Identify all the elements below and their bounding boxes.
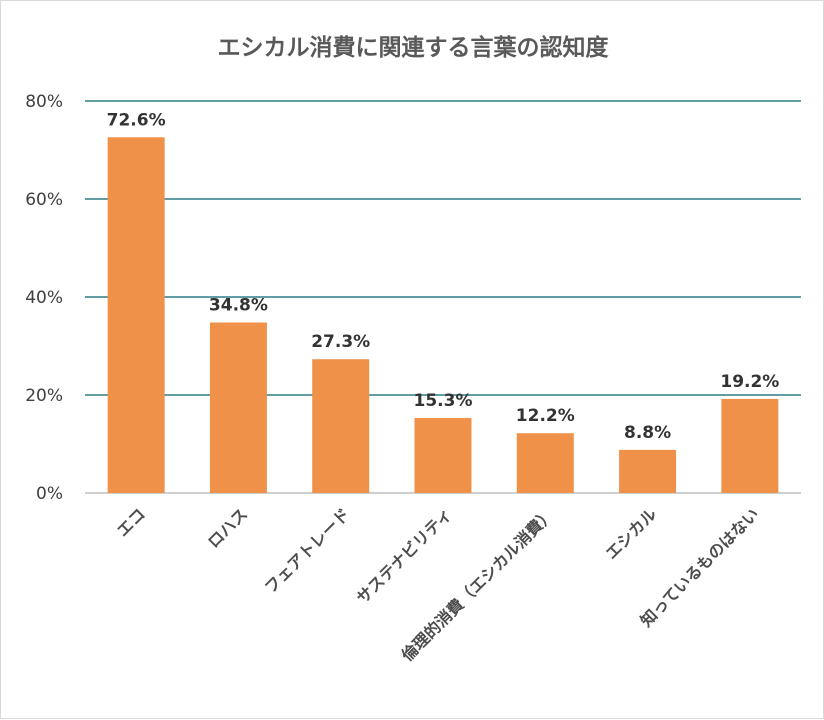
x-tick-label: サステナビリティ: [353, 504, 456, 607]
x-tick-label: フェアトレード: [261, 504, 354, 597]
data-label: 15.3%: [414, 391, 473, 411]
x-tick-label: ロハス: [204, 504, 251, 551]
bars: [107, 137, 779, 493]
y-tick-label: 60%: [25, 190, 63, 210]
data-label: 19.2%: [720, 372, 779, 392]
chart-title: エシカル消費に関連する言葉の認知度: [218, 34, 610, 61]
gridlines: [85, 100, 801, 494]
bar: [516, 433, 574, 493]
data-labels: 72.6% 34.8% 27.3% 15.3% 12.2% 8.8% 19.2%: [107, 110, 780, 443]
data-label: 34.8%: [209, 295, 268, 315]
bar: [721, 398, 779, 493]
data-label: 12.2%: [516, 406, 575, 426]
x-tick-label: エコ: [113, 504, 149, 540]
bar: [312, 359, 370, 493]
y-tick-label: 40%: [25, 288, 63, 308]
data-label: 27.3%: [311, 332, 370, 352]
x-tick-label: 知っているものはない: [637, 504, 763, 630]
x-tick-label: エシカル: [602, 504, 661, 563]
data-label: 8.8%: [624, 423, 671, 443]
bar: [414, 418, 472, 493]
y-axis-ticks: 0% 20% 40% 60% 80%: [25, 92, 63, 504]
data-label: 72.6%: [107, 110, 166, 130]
y-tick-label: 20%: [25, 386, 63, 406]
y-tick-label: 80%: [25, 92, 63, 112]
bar: [209, 322, 267, 493]
bar: [619, 449, 677, 493]
y-tick-label: 0%: [36, 484, 63, 504]
bar: [107, 137, 165, 493]
